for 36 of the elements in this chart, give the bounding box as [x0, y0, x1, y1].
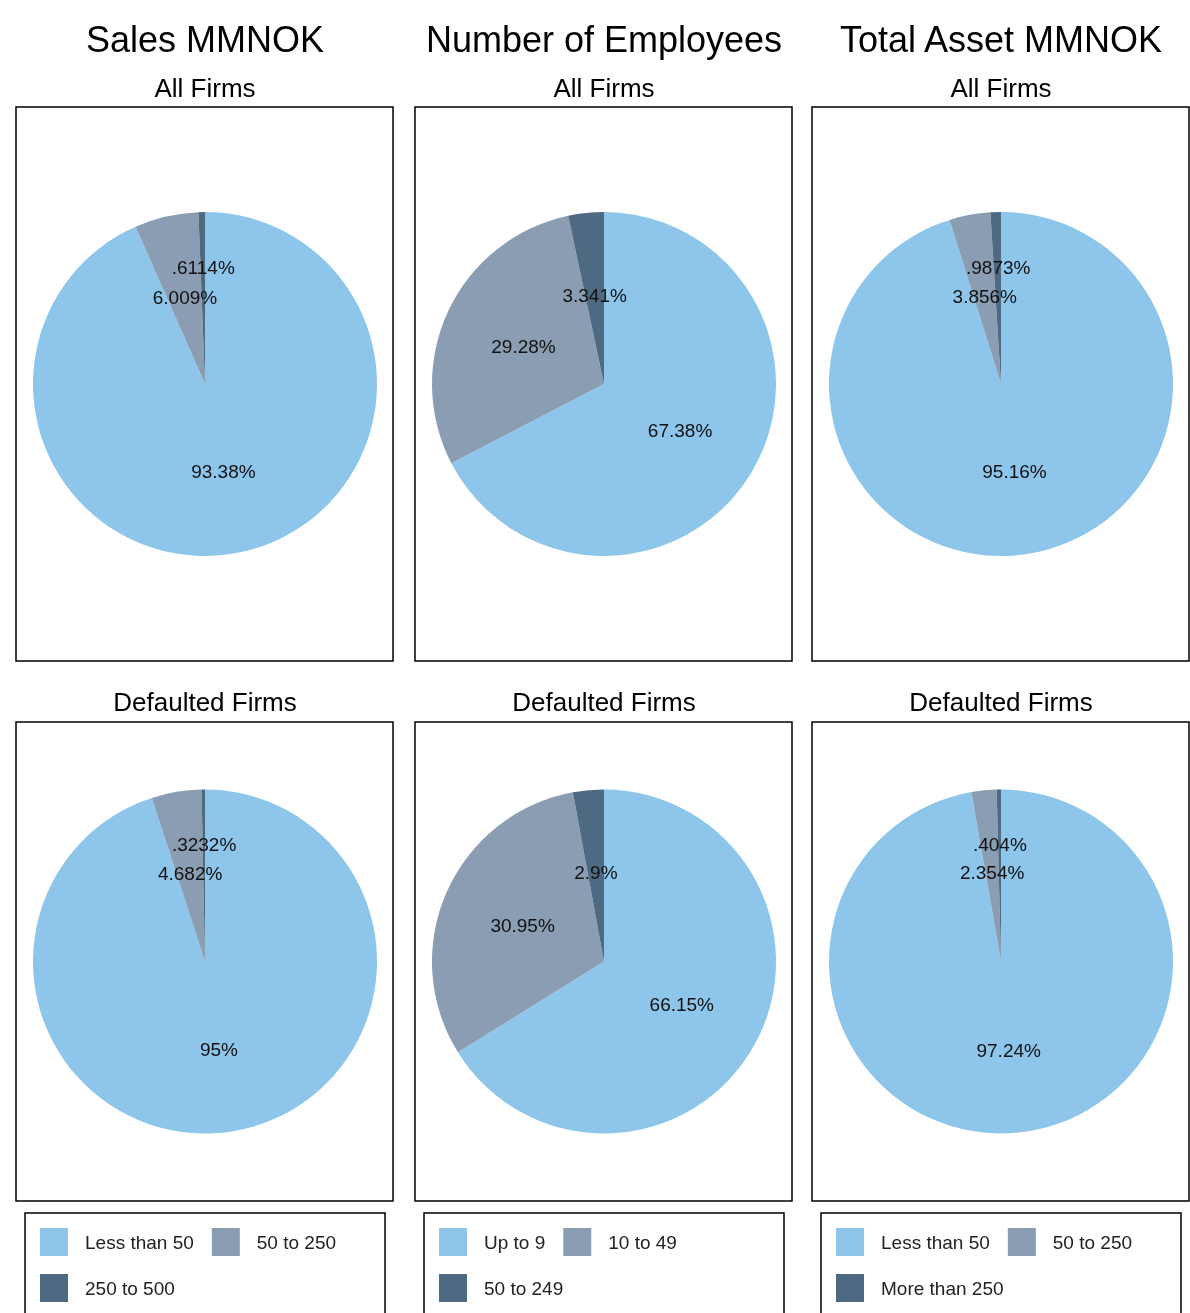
data-label: 67.38%	[647, 419, 713, 441]
data-label: 95.16%	[982, 461, 1047, 483]
data-label: 4.682%	[157, 863, 223, 885]
data-label: 30.95%	[490, 915, 555, 937]
legend-label: More than 250	[881, 1277, 1004, 1299]
chart-title: Number of Employees	[425, 18, 783, 60]
data-label: 97.24%	[976, 1039, 1042, 1061]
data-label: .6114%	[171, 256, 235, 278]
data-label: .404%	[972, 834, 1027, 856]
legend-label: 50 to 250	[256, 1231, 337, 1253]
data-label: 2.9%	[574, 862, 618, 884]
data-label: 6.009%	[152, 286, 218, 308]
data-label: 95%	[199, 1038, 239, 1060]
data-label: 2.354%	[959, 862, 1025, 884]
legend-label: 50 to 250	[1052, 1231, 1133, 1253]
chart-title: Total Asset MMNOK	[839, 18, 1163, 60]
chart-title: Sales MMNOK	[85, 18, 325, 60]
legend-label: 10 to 49	[608, 1231, 677, 1253]
legend-label: Less than 50	[881, 1231, 990, 1253]
data-label: 29.28%	[491, 335, 556, 357]
legend-label: Up to 9	[484, 1231, 546, 1253]
chart-subtitle: Defaulted Firms	[512, 687, 696, 717]
legend-label: Less than 50	[85, 1231, 194, 1253]
legend-label: 250 to 500	[85, 1277, 175, 1299]
chart-subtitle: Defaulted Firms	[113, 687, 297, 717]
data-label: .9873%	[966, 256, 1031, 278]
legend-label: 50 to 249	[484, 1277, 564, 1299]
data-label: .3232%	[171, 834, 237, 855]
data-label: 66.15%	[649, 994, 715, 1016]
chart-subtitle: All Firms	[154, 73, 256, 103]
chart-subtitle: Defaulted Firms	[909, 687, 1093, 717]
data-label: 3.341%	[562, 284, 627, 306]
chart-subtitle: All Firms	[950, 73, 1052, 103]
data-label: 3.856%	[952, 285, 1018, 307]
data-label: 93.38%	[191, 460, 256, 482]
chart-subtitle: All Firms	[553, 73, 655, 103]
